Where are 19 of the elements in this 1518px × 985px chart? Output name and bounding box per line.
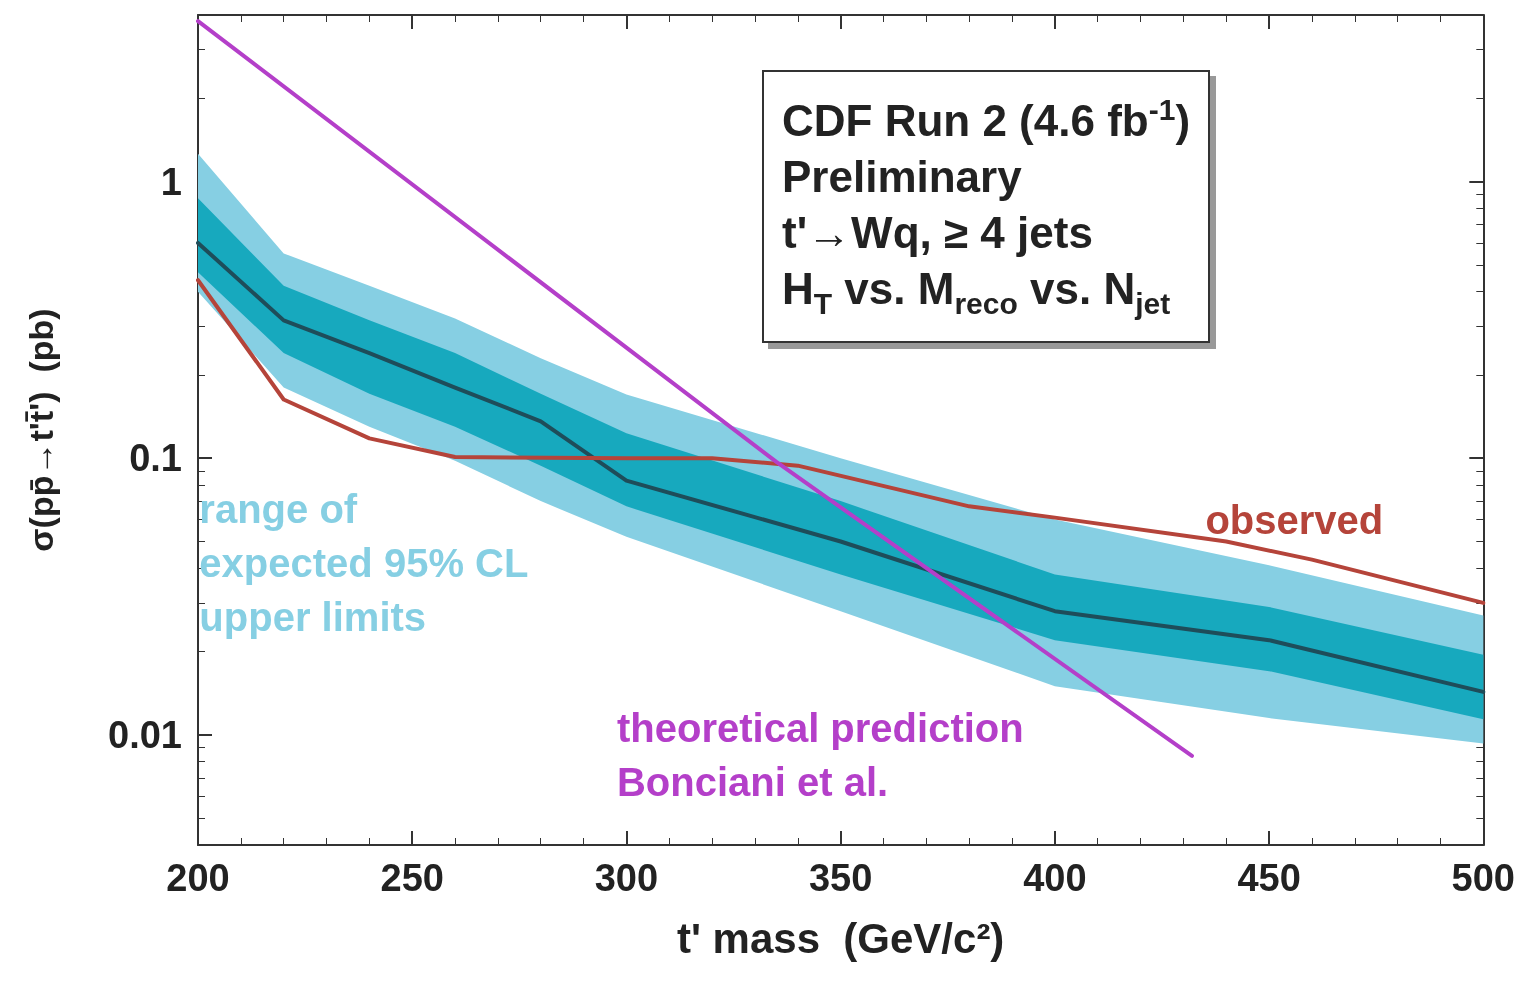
y-tick-label: 0.01 — [108, 713, 182, 756]
annotation: Preliminary — [782, 150, 1023, 203]
annotation: t'→Wq, ≥ 4 jets — [782, 206, 1094, 259]
y-tick-label: 0.1 — [129, 437, 182, 480]
x-tick-label: 350 — [808, 857, 873, 899]
x-tick-label: 400 — [1023, 857, 1087, 899]
series-label: observed — [1205, 497, 1384, 542]
x-tick-label: 300 — [594, 857, 659, 899]
y-tick-label: 1 — [160, 160, 182, 203]
x-tick-label: 200 — [166, 857, 230, 899]
annotation: CDF Run 2 (4.6 fb$^{-1}$) — [782, 92, 1191, 147]
x-tick-label: 450 — [1237, 857, 1301, 899]
x-axis-title: t' mass (GeV/c²) — [676, 914, 1005, 962]
annotation: H$_{T}$ vs. M$_{reco}$ vs. N$_{jet}$ — [782, 262, 1172, 322]
x-tick-label: 250 — [380, 857, 444, 899]
y-axis-title: σ(pp̄→t't̄') (pb) — [22, 308, 60, 552]
series-label: theoretical prediction Bonciani et al. — [616, 705, 1024, 804]
legend-label: range of expected 95% CL upper limits — [199, 486, 529, 639]
x-tick-label: 500 — [1451, 857, 1515, 899]
